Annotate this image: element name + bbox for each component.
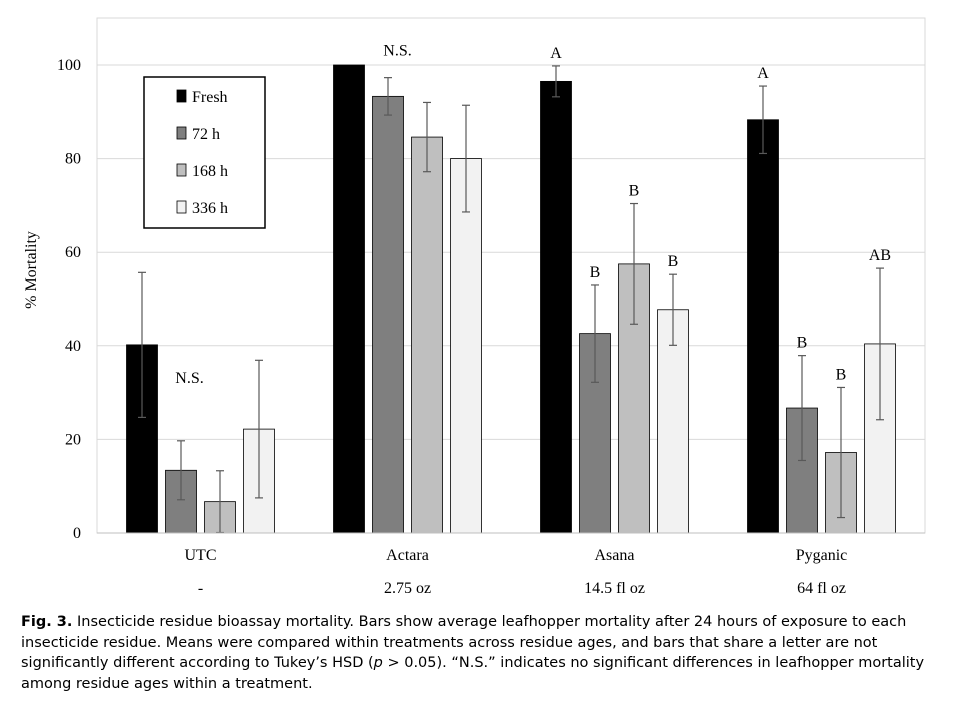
significance-letter: B bbox=[836, 366, 847, 383]
significance-letter: A bbox=[757, 65, 769, 82]
significance-letter: A bbox=[550, 45, 562, 62]
bar bbox=[333, 64, 365, 534]
group-annotation: N.S. bbox=[175, 370, 203, 387]
figure-caption: Fig. 3. Insecticide residue bioassay mor… bbox=[21, 612, 951, 694]
error-bars bbox=[138, 65, 884, 534]
legend-swatch bbox=[176, 126, 187, 140]
legend-swatch bbox=[176, 89, 187, 103]
significance-letter: AB bbox=[869, 247, 891, 264]
legend-box bbox=[143, 76, 266, 229]
y-tick-labels: 0 20 40 60 80 100 bbox=[57, 57, 81, 542]
legend-label: 72 h bbox=[192, 126, 220, 143]
caption-text-end: > 0.05). “N.S.” indicates no significant… bbox=[21, 655, 925, 692]
legend-label: 168 h bbox=[192, 163, 228, 180]
y-tick-label: 60 bbox=[65, 244, 81, 261]
x-rate-label: 14.5 fl oz bbox=[584, 580, 645, 597]
legend-swatch bbox=[176, 163, 187, 177]
bar bbox=[657, 309, 689, 534]
y-tick-label: 20 bbox=[65, 431, 81, 448]
legend-label: 336 h bbox=[192, 200, 228, 217]
x-rate-labels: - 2.75 oz 14.5 fl oz 64 fl oz bbox=[198, 580, 846, 597]
x-category-labels: UTC Actara Asana Pyganic bbox=[185, 547, 848, 564]
x-category-label: Pyganic bbox=[796, 547, 848, 564]
group-annotations: N.S. N.S. bbox=[175, 43, 411, 388]
significance-letter: B bbox=[668, 253, 679, 270]
y-tick-label: 40 bbox=[65, 338, 81, 355]
bar bbox=[411, 136, 443, 534]
y-tick-label: 0 bbox=[73, 525, 81, 542]
significance-letter: B bbox=[629, 183, 640, 200]
caption-p-symbol: p bbox=[373, 655, 383, 671]
bars bbox=[126, 64, 896, 534]
group-annotation: N.S. bbox=[383, 43, 411, 60]
x-rate-label: 2.75 oz bbox=[384, 580, 431, 597]
y-tick-label: 100 bbox=[57, 57, 81, 74]
legend-swatch bbox=[176, 200, 187, 214]
significance-letter: B bbox=[590, 264, 601, 281]
legend: Fresh 72 h 168 h 336 h bbox=[143, 76, 266, 229]
y-axis-label: % Mortality bbox=[23, 231, 40, 309]
y-tick-label: 80 bbox=[65, 151, 81, 168]
x-rate-label: 64 fl oz bbox=[797, 580, 846, 597]
significance-letter: B bbox=[797, 335, 808, 352]
x-category-label: Asana bbox=[595, 547, 635, 564]
x-rate-label: - bbox=[198, 580, 203, 597]
bar bbox=[540, 80, 572, 534]
caption-text: Insecticide residue bioassay mortality. … bbox=[21, 614, 907, 671]
legend-label: Fresh bbox=[192, 89, 228, 106]
x-category-label: UTC bbox=[185, 547, 217, 564]
x-category-label: Actara bbox=[386, 547, 429, 564]
caption-label: Fig. 3. bbox=[21, 614, 73, 630]
bar bbox=[372, 95, 404, 534]
bar bbox=[450, 158, 482, 534]
bar bbox=[747, 119, 779, 534]
